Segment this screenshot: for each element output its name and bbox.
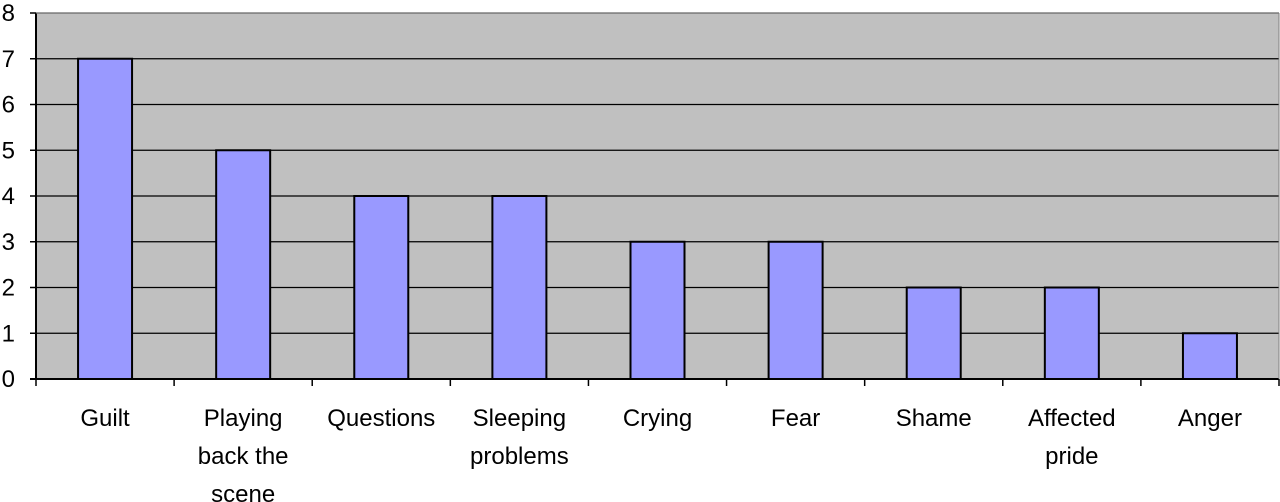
y-tick-label: 8: [2, 0, 15, 27]
bar-affected-pride: [1043, 286, 1100, 380]
x-tick-label: Shame: [896, 405, 972, 432]
x-tick-label: Guilt: [80, 405, 130, 432]
x-tick-label: Questions: [327, 405, 435, 432]
x-tick-label: Crying: [623, 405, 692, 432]
y-tick-label: 6: [2, 92, 15, 119]
bar-questions: [353, 195, 410, 380]
x-tick-label: Affected pride: [1028, 405, 1116, 470]
bar-shame: [905, 286, 962, 380]
x-tick-label: Sleeping problems: [470, 405, 569, 470]
bar-fear: [767, 240, 824, 380]
bar-playing-back-the-scene: [215, 149, 272, 380]
bar-anger: [1181, 332, 1238, 380]
y-tick-label: 7: [2, 46, 15, 73]
x-tick-label: Playing back the scene: [198, 405, 289, 502]
y-axis-ticks: 0 1 2 3 4 5 6 7 8: [2, 0, 36, 393]
y-tick-label: 2: [2, 275, 15, 302]
x-tick-label: Fear: [771, 405, 820, 432]
y-tick-label: 4: [2, 183, 15, 210]
y-tick-label: 3: [2, 229, 15, 256]
bar-guilt: [77, 57, 134, 380]
x-tick-label: Anger: [1178, 405, 1242, 432]
bar-crying: [629, 240, 686, 380]
x-axis-labels: Guilt Playing back the scene Questions Sleepi…: [80, 405, 1242, 502]
bars: [77, 57, 1238, 380]
y-tick-label: 5: [2, 137, 15, 164]
y-tick-label: 0: [2, 366, 15, 393]
bar-sleeping-problems: [491, 195, 548, 380]
y-tick-label: 1: [2, 320, 15, 347]
